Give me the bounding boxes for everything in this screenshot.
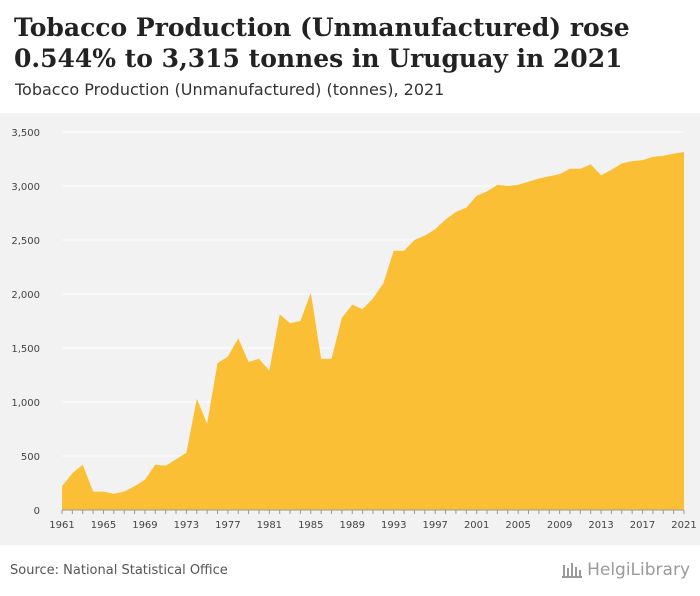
y-tick-label: 3,000 bbox=[11, 182, 40, 193]
x-tick-label: 1981 bbox=[257, 520, 282, 531]
x-tick-label: 2013 bbox=[588, 520, 613, 531]
x-tick-label: 2021 bbox=[671, 520, 696, 531]
chart-subtitle: Tobacco Production (Unmanufactured) (ton… bbox=[15, 80, 445, 99]
y-tick-label: 500 bbox=[21, 452, 40, 463]
y-tick-label: 3,500 bbox=[11, 128, 40, 139]
x-tick-label: 1989 bbox=[340, 520, 365, 531]
y-axis: 0 500 1,000 1,500 2,000 2,500 3,000 3,500 bbox=[11, 128, 40, 517]
y-tick-label: 2,000 bbox=[11, 290, 40, 301]
helgi-library-logo[interactable]: HelgiLibrary bbox=[561, 560, 690, 580]
chart-title: Tobacco Production (Unmanufactured) rose… bbox=[14, 13, 630, 73]
series-area bbox=[62, 151, 684, 511]
x-tick-label: 1965 bbox=[91, 520, 116, 531]
logo-text: HelgiLibrary bbox=[587, 560, 690, 580]
x-tick-label: 1993 bbox=[381, 520, 406, 531]
chart-header: Tobacco Production (Unmanufactured) rose… bbox=[0, 0, 700, 113]
x-tick-label: 1977 bbox=[215, 520, 240, 531]
x-axis: 1961 1965 1969 1973 1977 1981 1985 1989 1993 1997… bbox=[49, 509, 697, 531]
y-tick-label: 1,500 bbox=[11, 344, 40, 355]
y-tick-label: 0 bbox=[34, 506, 40, 517]
y-tick-label: 1,000 bbox=[11, 398, 40, 409]
x-tick-label: 2005 bbox=[505, 520, 530, 531]
x-tick-label: 2017 bbox=[630, 520, 655, 531]
library-icon bbox=[562, 563, 583, 578]
x-tick-label: 1973 bbox=[174, 520, 199, 531]
x-tick-label: 1985 bbox=[298, 520, 323, 531]
y-tick-label: 2,500 bbox=[11, 236, 40, 247]
x-tick-label: 1961 bbox=[49, 520, 74, 531]
x-tick-label: 1997 bbox=[422, 520, 447, 531]
series-area-path bbox=[62, 151, 684, 511]
x-tick-label: 1969 bbox=[132, 520, 157, 531]
source-note: Source: National Statistical Office bbox=[10, 563, 228, 578]
x-tick-label: 2009 bbox=[547, 520, 572, 531]
x-tick-label: 2001 bbox=[464, 520, 489, 531]
